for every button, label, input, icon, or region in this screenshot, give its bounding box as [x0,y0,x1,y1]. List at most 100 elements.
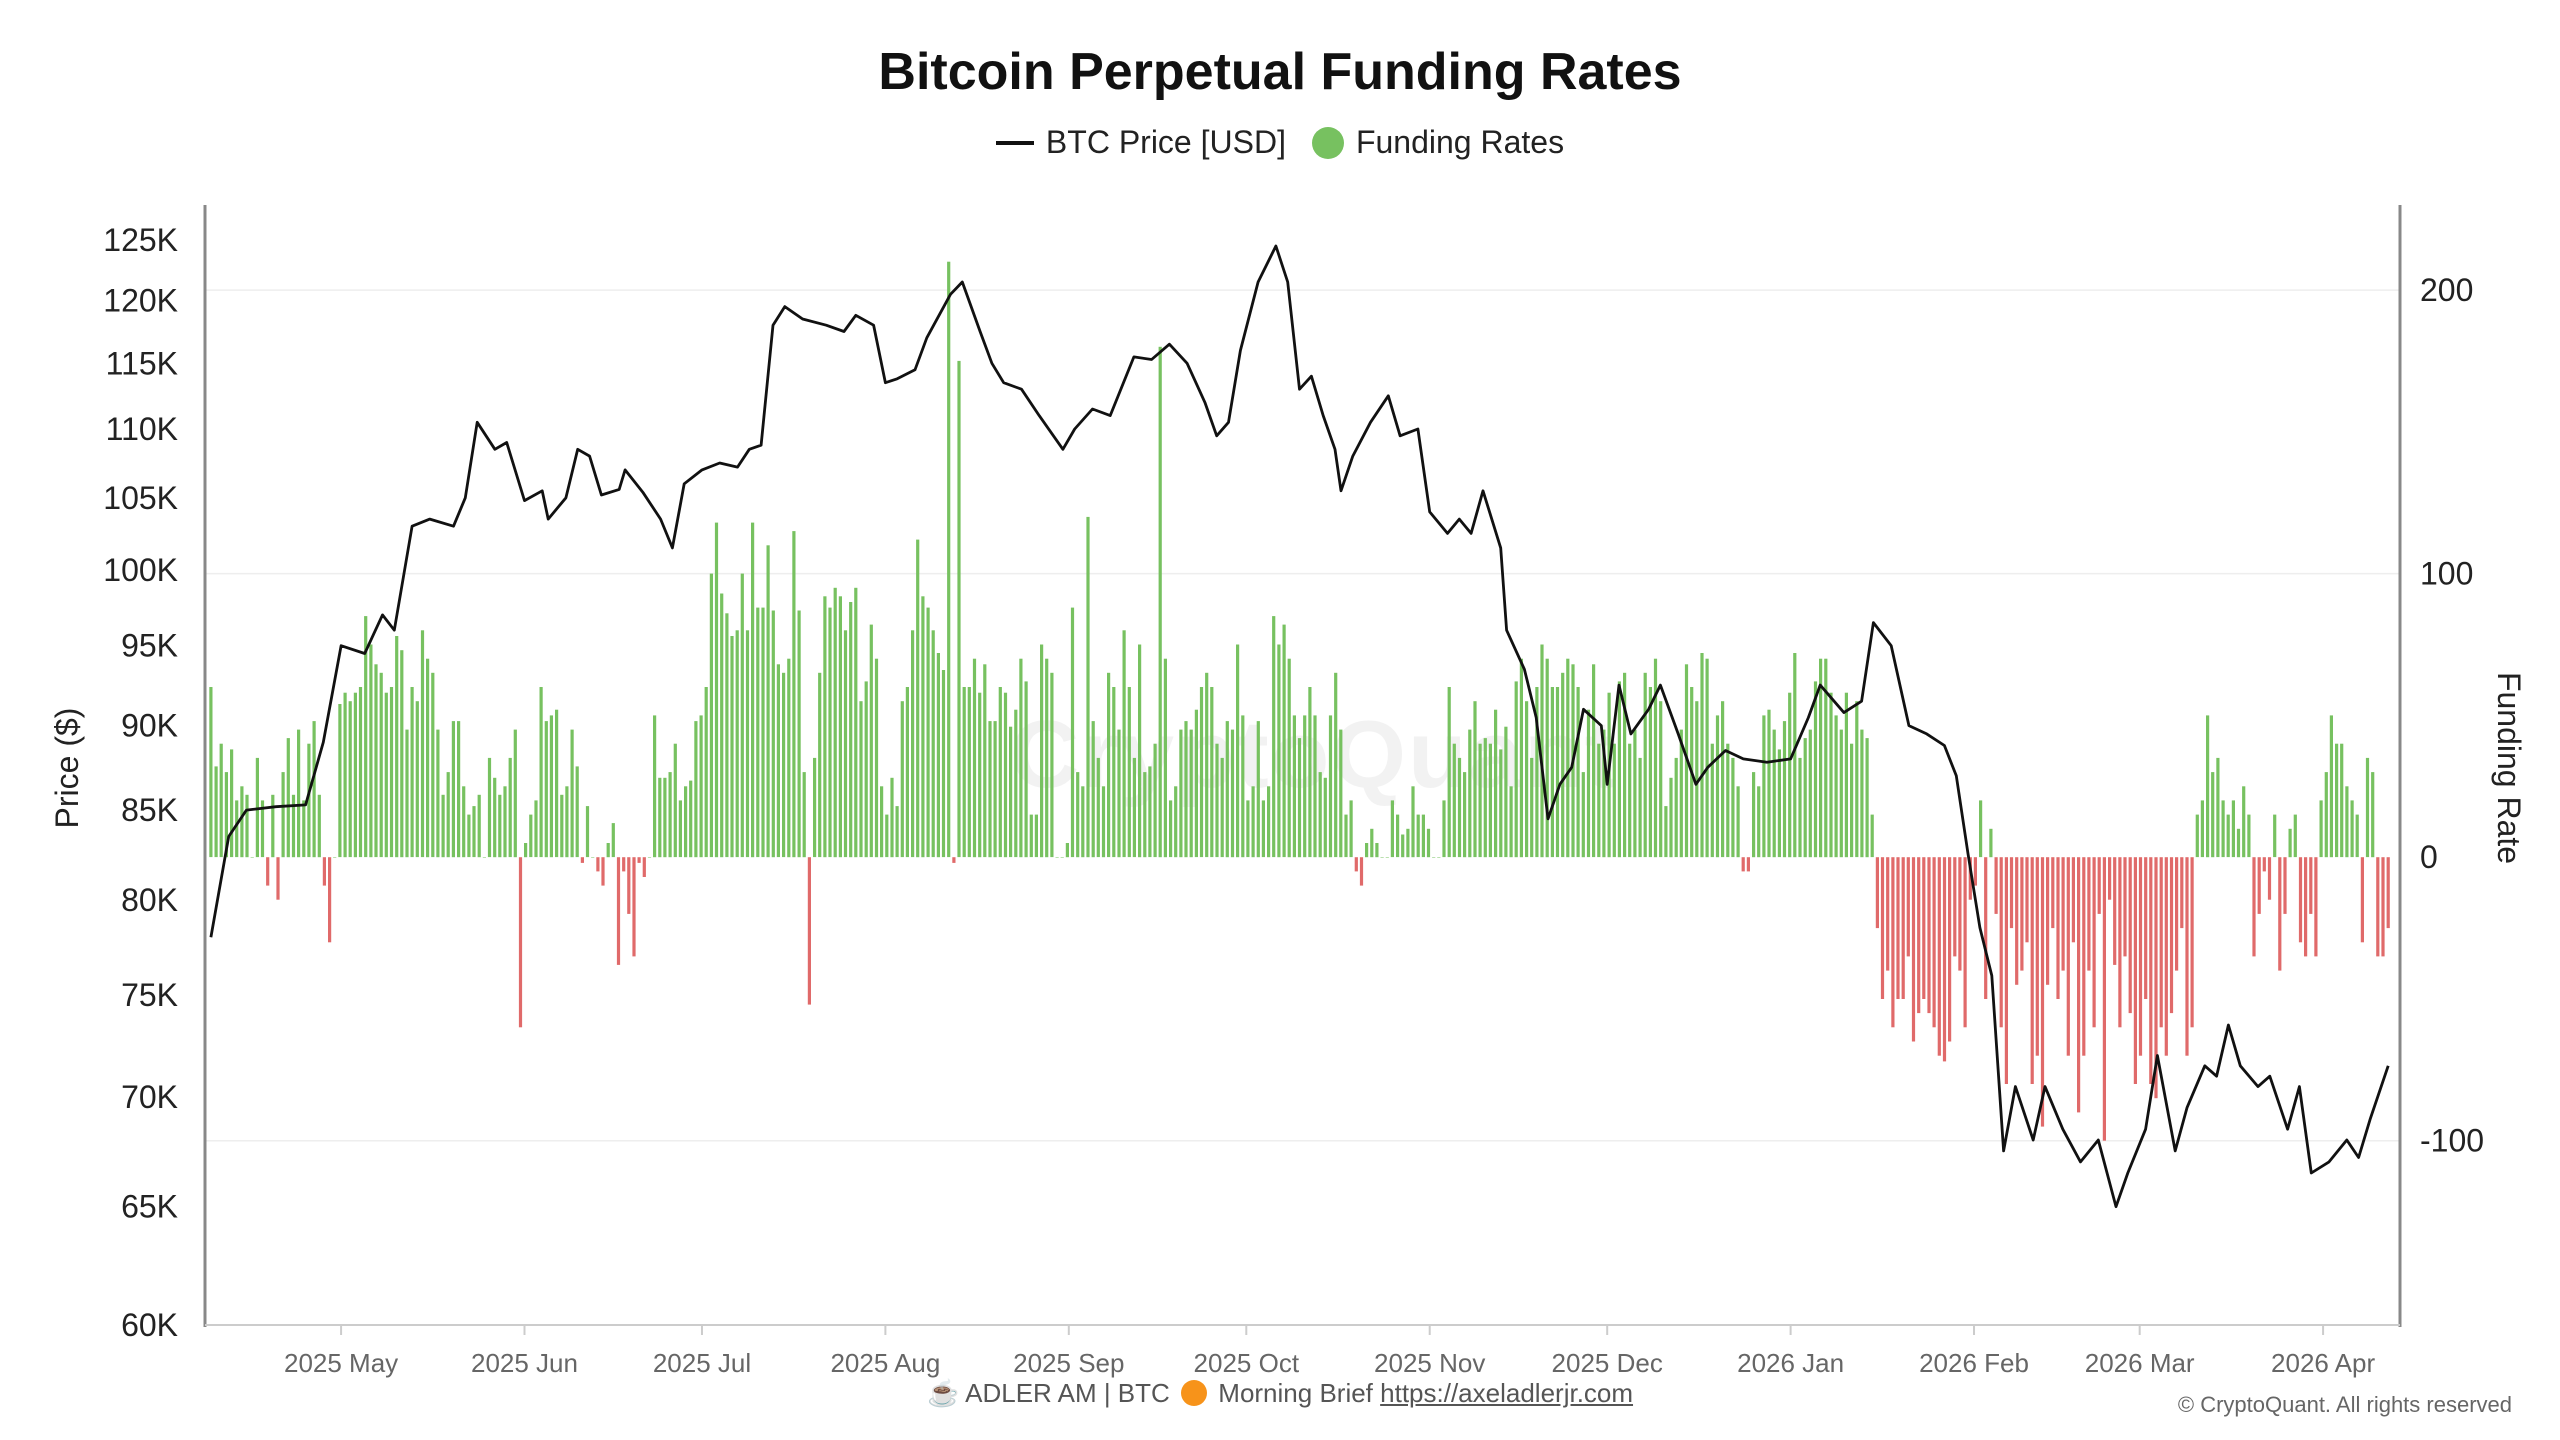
funding-bar [1297,738,1302,858]
funding-bar [1592,664,1596,858]
funding-bar [575,766,579,858]
funding-bar [1994,857,1998,914]
funding-bar [209,687,213,858]
funding-bar [235,800,239,858]
funding-bar [1901,857,1905,999]
funding-bar [849,602,853,858]
funding-bar [1958,857,1962,971]
funding-bar [1752,772,1756,858]
funding-bar [1122,630,1126,858]
funding-bar [2025,857,2029,943]
funding-bar [286,738,290,858]
funding-bar [911,630,915,858]
funding-bar [1540,644,1544,858]
funding-bar [1870,814,1874,858]
funding-bar [957,360,961,858]
funding-bar [389,687,394,858]
funding-bar [2108,857,2112,900]
funding-bar [653,715,657,858]
funding-bar [1932,857,1936,1028]
funding-bar [1514,681,1518,858]
funding-bar [1215,743,1219,858]
funding-bar [1081,786,1085,858]
funding-bar [1953,857,1957,957]
funding-bar [838,596,842,858]
funding-bar [1040,644,1044,858]
funding-bar [967,687,971,858]
funding-bar [2030,857,2034,1084]
funding-bar [1308,687,1312,858]
funding-bar [962,687,966,858]
funding-bar [947,261,951,858]
funding-bar [1158,346,1162,858]
funding-bar [1612,743,1616,858]
funding-bars [209,261,2390,1141]
funding-bar [1060,857,1064,858]
funding-bar [1648,687,1652,858]
funding-bar [1447,687,1451,858]
funding-bar [818,672,822,858]
funding-bar [714,522,719,858]
funding-bar [302,800,306,858]
funding-bar [787,658,791,858]
funding-bar [1225,721,1229,858]
funding-bar [1705,658,1709,858]
legend-item-funding[interactable]: Funding Rates [1311,124,1564,161]
funding-bar [616,857,621,965]
funding-bar [1782,721,1787,858]
funding-bar [1138,644,1142,858]
funding-bar [1070,607,1075,858]
funding-bar [580,857,584,863]
funding-bar [250,857,254,858]
funding-bar [622,857,626,872]
legend-item-price[interactable]: BTC Price [USD] [995,124,1286,161]
funding-bar [642,857,646,877]
funding-bar [1762,715,1766,858]
funding-bar [1406,828,1410,858]
funding-bar [782,672,786,858]
funding-bar [2236,828,2241,858]
funding-bar [369,644,373,858]
funding-bar [2257,857,2261,914]
funding-bar [637,857,641,863]
y-tick-right-label: 200 [2420,272,2473,308]
funding-bar [1715,715,1720,858]
x-tick-label: 2026 Jan [1737,1348,1844,1378]
funding-bar [1555,687,1560,858]
funding-bar [869,624,873,858]
funding-bar [348,701,352,858]
funding-bar [487,757,492,858]
funding-bar [1034,814,1038,858]
funding-bar [2144,857,2148,999]
funding-bar [2231,800,2235,858]
funding-bar [1896,857,1900,999]
funding-bar [1241,715,1245,858]
funding-bar [1256,721,1260,858]
funding-bar [1597,743,1601,858]
footer-link[interactable]: https://axeladlerjr.com [1380,1378,1634,1408]
funding-bar [2133,857,2137,1084]
x-tick-label: 2025 Jun [471,1348,578,1378]
funding-bar [998,687,1002,858]
funding-bar [1602,729,1606,858]
funding-bar [1581,772,1585,858]
funding-bar [2345,786,2349,858]
funding-bar [596,857,600,872]
funding-bar [972,658,977,858]
funding-bar [926,607,930,858]
funding-bar [2020,857,2024,971]
funding-bar [2164,857,2168,1056]
funding-bar [828,607,832,858]
funding-bar [978,692,982,858]
funding-bar [1643,672,1647,858]
funding-bar [333,857,337,858]
funding-bar [941,670,946,858]
funding-bar [720,593,724,858]
funding-bar [1653,658,1658,858]
funding-bar [2360,857,2364,943]
funding-bar [1530,757,1534,858]
funding-bar [611,823,615,858]
funding-bar [1261,800,1265,858]
funding-bar [931,630,935,858]
funding-bar [2226,814,2230,858]
